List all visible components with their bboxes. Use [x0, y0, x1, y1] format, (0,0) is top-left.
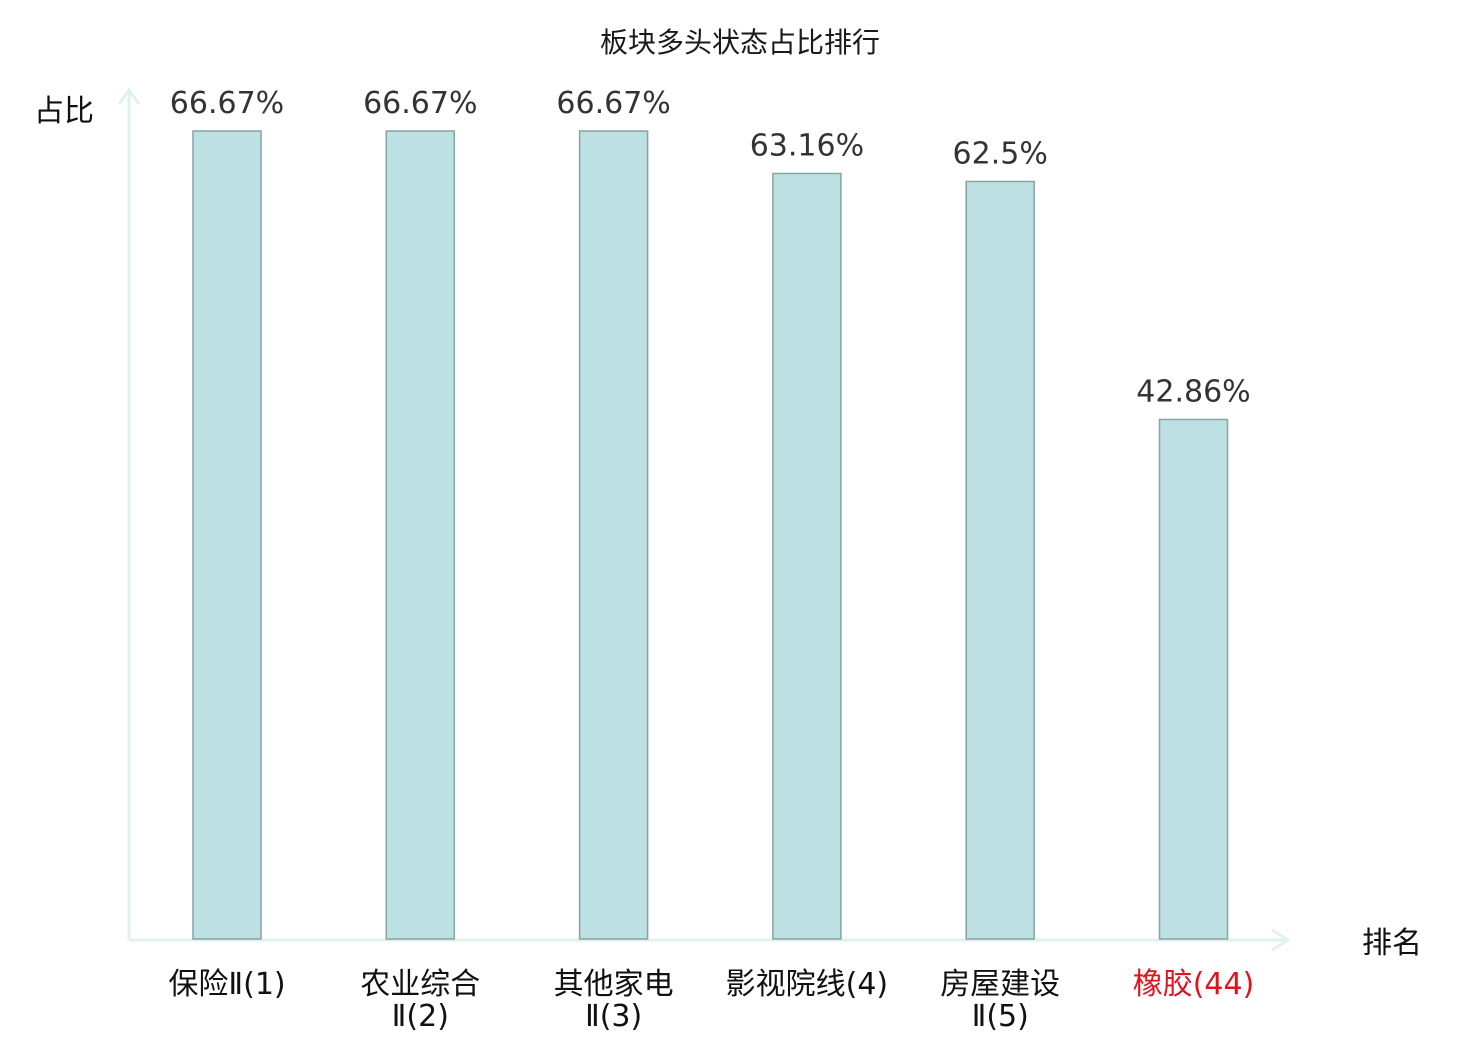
x-tick-label-line2: Ⅱ(5) — [972, 999, 1029, 1034]
x-tick-label-line2: Ⅱ(3) — [585, 999, 642, 1034]
x-tick-label: 保险Ⅱ(1) — [168, 967, 285, 1002]
bar — [578, 130, 649, 940]
y-axis-label: 占比 — [34, 94, 94, 129]
x-tick-label: 影视院线(4) — [726, 967, 889, 1002]
bar — [1158, 418, 1229, 940]
bar — [192, 130, 262, 940]
y-axis-arrow — [117, 87, 141, 105]
chart-title: 板块多头状态占比排行 — [600, 26, 880, 59]
bar-value-label: 66.67% — [556, 86, 670, 121]
x-tick-label: 农业综合 — [360, 967, 480, 1002]
bar-value-label: 66.67% — [363, 86, 477, 121]
bar-value-label: 63.16% — [750, 129, 864, 164]
bar-value-label: 62.5% — [953, 137, 1048, 172]
bars — [192, 130, 1229, 940]
bar-value-label: 66.67% — [170, 86, 284, 121]
x-axis-arrow — [1271, 928, 1291, 952]
value-labels: 66.67% 66.67% 66.67% 63.16% 62.5% 42.86% — [170, 86, 1251, 410]
x-axis-label: 排名 — [1362, 926, 1422, 961]
axes — [117, 87, 1291, 952]
bar — [772, 172, 842, 940]
x-tick-label: 橡胶(44) — [1133, 967, 1255, 1002]
bar — [385, 130, 456, 940]
x-tick-label: 其他家电 — [554, 967, 674, 1002]
x-tick-label: 房屋建设 — [940, 967, 1060, 1002]
bar-value-label: 42.86% — [1136, 375, 1250, 410]
x-tick-label-line2: Ⅱ(2) — [392, 999, 449, 1034]
bar — [965, 180, 1035, 940]
